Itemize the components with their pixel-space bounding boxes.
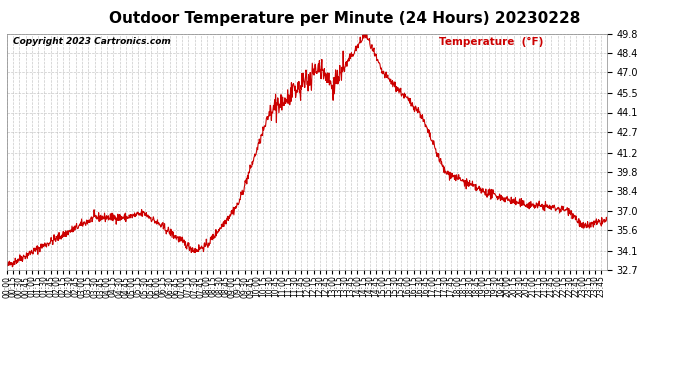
- Text: Outdoor Temperature per Minute (24 Hours) 20230228: Outdoor Temperature per Minute (24 Hours…: [109, 11, 581, 26]
- Text: Temperature  (°F): Temperature (°F): [439, 37, 544, 47]
- Text: Copyright 2023 Cartronics.com: Copyright 2023 Cartronics.com: [13, 37, 170, 46]
